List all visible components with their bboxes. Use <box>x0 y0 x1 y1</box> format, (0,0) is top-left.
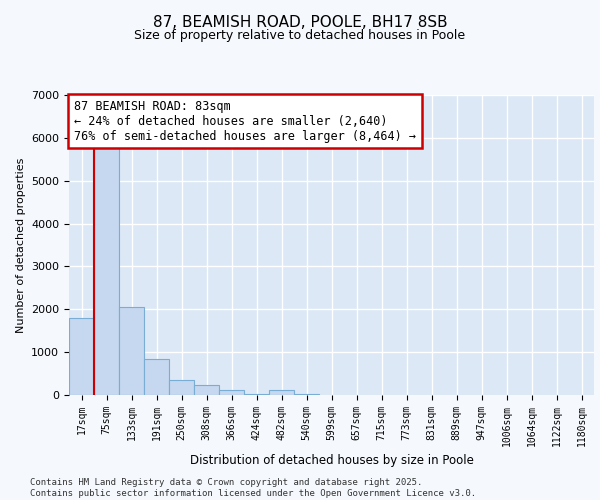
Bar <box>219 390 244 395</box>
Bar <box>244 394 269 395</box>
Bar <box>169 380 194 395</box>
Bar <box>144 360 169 395</box>
Bar <box>69 318 94 395</box>
Text: Size of property relative to detached houses in Poole: Size of property relative to detached ho… <box>134 30 466 43</box>
X-axis label: Distribution of detached houses by size in Poole: Distribution of detached houses by size … <box>190 454 473 467</box>
Bar <box>269 390 294 395</box>
Bar <box>294 394 319 395</box>
Bar <box>94 146 119 395</box>
Y-axis label: Number of detached properties: Number of detached properties <box>16 158 26 332</box>
Text: 87, BEAMISH ROAD, POOLE, BH17 8SB: 87, BEAMISH ROAD, POOLE, BH17 8SB <box>152 15 448 30</box>
Bar <box>194 385 219 395</box>
Text: 87 BEAMISH ROAD: 83sqm
← 24% of detached houses are smaller (2,640)
76% of semi-: 87 BEAMISH ROAD: 83sqm ← 24% of detached… <box>74 100 416 142</box>
Bar <box>119 307 144 395</box>
Text: Contains HM Land Registry data © Crown copyright and database right 2025.
Contai: Contains HM Land Registry data © Crown c… <box>30 478 476 498</box>
